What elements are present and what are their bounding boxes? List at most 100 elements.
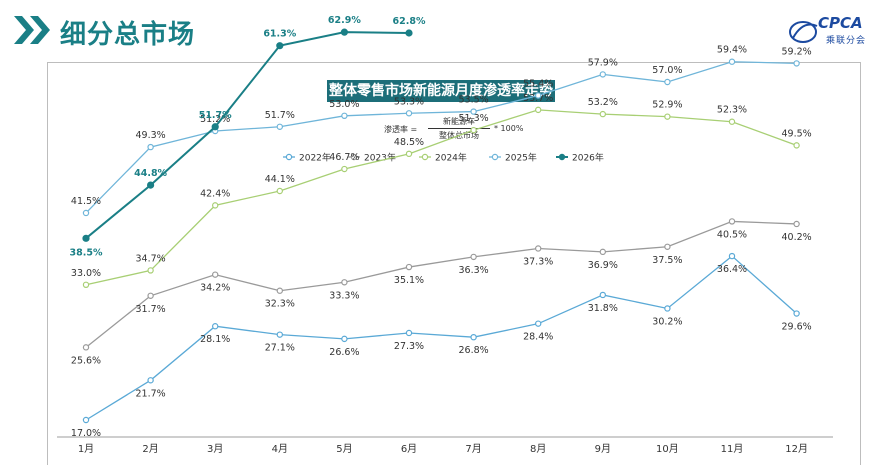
- data-label: 57.0%: [652, 65, 682, 76]
- x-tick-label: 9月: [595, 443, 611, 455]
- data-label: 61.3%: [263, 29, 296, 40]
- legend-label: 2025年: [505, 152, 537, 164]
- data-label: 28.1%: [200, 334, 230, 345]
- data-point: [405, 29, 413, 37]
- header: 细分总市场 CPCA 乘联分会: [0, 0, 890, 60]
- data-point: [147, 377, 154, 384]
- data-label: 51.3%: [459, 113, 489, 124]
- data-point: [405, 110, 413, 117]
- data-label: 26.8%: [459, 345, 489, 356]
- data-point: [470, 333, 477, 341]
- data-label: 52.3%: [717, 105, 747, 116]
- data-label: 51.7%: [265, 110, 295, 121]
- x-tick-label: 7月: [465, 443, 481, 455]
- data-point: [405, 329, 413, 337]
- data-point: [276, 287, 283, 294]
- formula-rhs: * 100%: [494, 124, 524, 133]
- data-point: [664, 78, 671, 86]
- x-tick-label: 12月: [785, 443, 808, 455]
- data-label: 51.7%: [199, 110, 232, 121]
- page-title: 细分总市场: [60, 20, 196, 50]
- data-point: [470, 253, 477, 261]
- data-point: [341, 335, 348, 343]
- data-label: 32.3%: [265, 299, 295, 310]
- data-label: 59.2%: [782, 46, 812, 57]
- series-line: [85, 61, 797, 214]
- data-label: 27.3%: [394, 341, 424, 352]
- formula-lhs: 渗透率 =: [384, 125, 418, 134]
- data-label: 40.5%: [717, 229, 747, 240]
- data-point: [535, 106, 542, 114]
- data-point: [82, 281, 90, 288]
- data-point: [470, 126, 477, 134]
- data-point: [147, 267, 154, 274]
- data-label: 53.0%: [329, 99, 359, 110]
- x-tick-label: 2月: [142, 443, 158, 455]
- data-point: [276, 187, 283, 195]
- data-label: 51.2%: [200, 114, 230, 125]
- data-point: [276, 123, 283, 130]
- data-label: 38.5%: [70, 247, 103, 258]
- data-point: [793, 220, 800, 228]
- cpca-logo-icon: [789, 21, 818, 43]
- data-point: [211, 123, 219, 131]
- data-point: [599, 110, 607, 118]
- data-point: [276, 331, 283, 338]
- data-label: 17.0%: [71, 428, 101, 439]
- data-label: 62.9%: [328, 15, 361, 26]
- legend-label: 2024年: [435, 152, 467, 164]
- data-label: 34.7%: [136, 253, 166, 264]
- data-point: [82, 344, 90, 351]
- data-point: [340, 28, 348, 36]
- data-label: 40.2%: [782, 232, 812, 243]
- data-label: 36.3%: [459, 265, 489, 276]
- data-label: 53.2%: [588, 97, 618, 108]
- data-label: 41.5%: [71, 196, 101, 207]
- data-point: [664, 243, 671, 250]
- data-label: 53.3%: [394, 96, 424, 107]
- data-label: 44.1%: [265, 174, 295, 185]
- data-label: 42.4%: [200, 188, 230, 199]
- data-point: [147, 292, 154, 299]
- chart-panel: [47, 62, 861, 465]
- data-label: 49.3%: [136, 130, 166, 141]
- data-label: 48.5%: [394, 137, 424, 148]
- data-label: 44.8%: [134, 168, 167, 179]
- data-label: 49.5%: [782, 128, 812, 139]
- series-line: [85, 220, 797, 348]
- data-point: [599, 71, 607, 78]
- data-label: 53.5%: [459, 95, 489, 106]
- data-label: 25.6%: [71, 355, 101, 366]
- data-point: [535, 92, 542, 99]
- data-point: [599, 291, 607, 299]
- chart-title: 整体零售市场新能源月度渗透率走势: [327, 80, 555, 102]
- data-label: 28.4%: [523, 332, 553, 343]
- data-label: 31.7%: [136, 304, 166, 315]
- data-point: [470, 108, 477, 115]
- data-label: 26.6%: [329, 347, 359, 358]
- logo-text: CPCA: [818, 14, 863, 32]
- data-label: 52.9%: [652, 100, 682, 111]
- data-point: [728, 58, 736, 65]
- series-line: [85, 109, 797, 286]
- data-point: [405, 263, 413, 271]
- data-label: 37.5%: [652, 255, 682, 266]
- logo-subtitle: 乘联分会: [826, 36, 867, 46]
- fraction-line: [428, 128, 490, 129]
- data-label: 33.3%: [329, 290, 359, 301]
- data-point: [82, 416, 90, 424]
- data-label: 30.2%: [652, 316, 682, 327]
- legend-marker: [285, 153, 293, 161]
- data-label: 27.1%: [265, 343, 295, 354]
- data-point: [535, 245, 542, 252]
- legend-label: 2026年: [572, 152, 604, 164]
- x-tick-label: 8月: [530, 443, 546, 455]
- series-line: [85, 255, 798, 421]
- data-point: [793, 60, 800, 67]
- x-tick-label: 5月: [336, 443, 352, 455]
- legend-marker: [350, 153, 358, 161]
- data-label: 29.6%: [782, 322, 812, 333]
- x-tick-label: 1月: [78, 443, 94, 455]
- data-point: [535, 320, 542, 327]
